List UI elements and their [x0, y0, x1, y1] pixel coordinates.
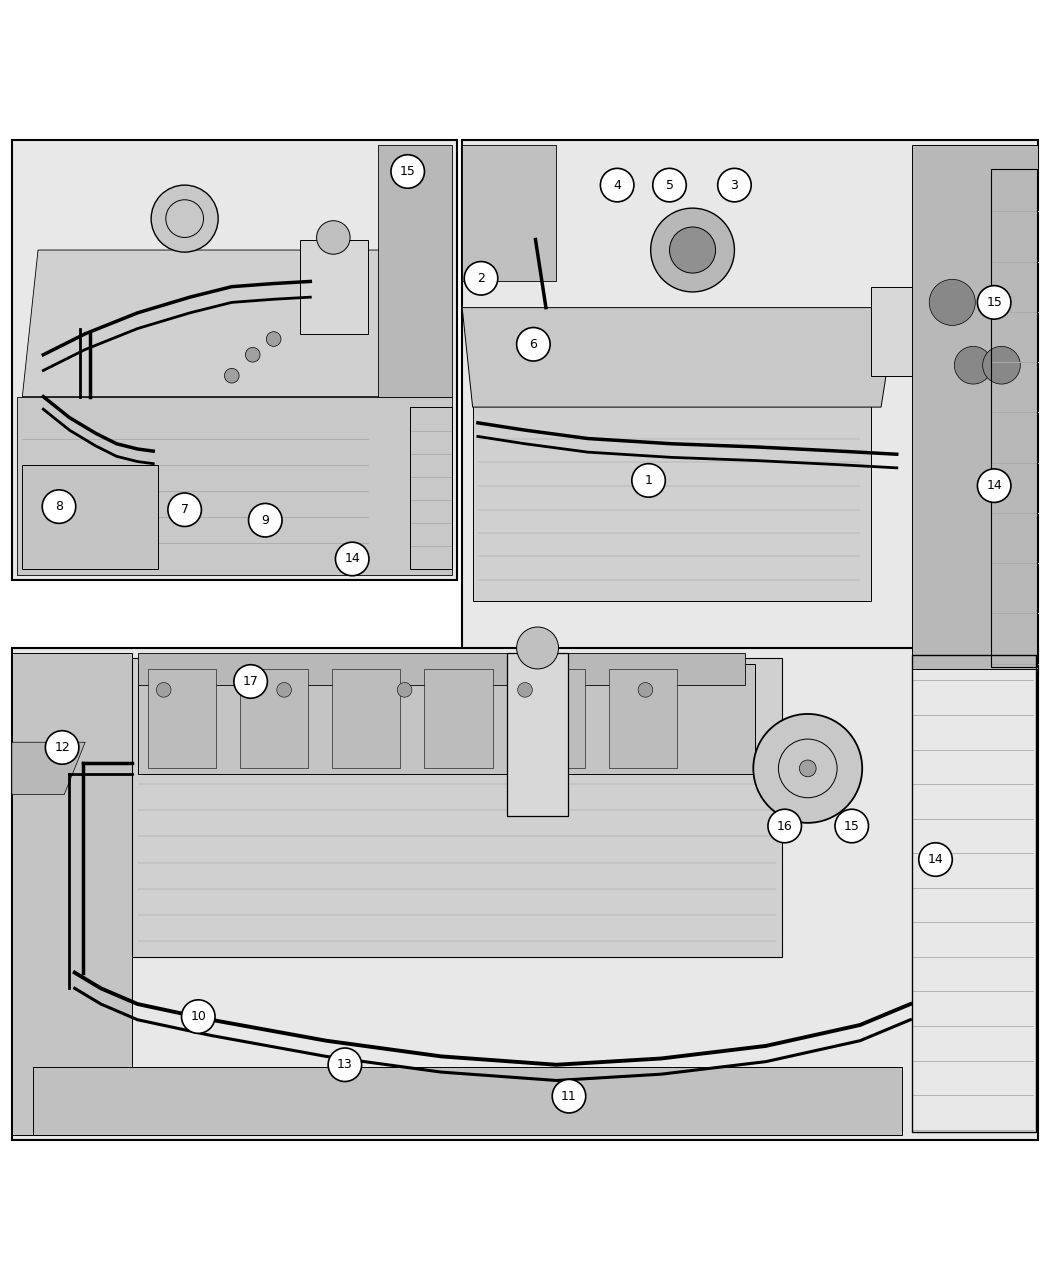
Bar	[300, 240, 367, 334]
Circle shape	[978, 286, 1011, 319]
Text: 16: 16	[777, 820, 793, 833]
Text: 9: 9	[261, 514, 269, 527]
Text: 15: 15	[844, 820, 860, 833]
Polygon shape	[17, 397, 452, 575]
Bar	[148, 669, 216, 769]
Bar	[424, 669, 492, 769]
Bar	[462, 140, 1038, 674]
Circle shape	[919, 843, 952, 876]
Text: 4: 4	[613, 179, 622, 191]
Bar	[462, 145, 556, 282]
Circle shape	[335, 542, 369, 576]
Circle shape	[234, 664, 268, 699]
Text: 14: 14	[927, 853, 943, 866]
Circle shape	[249, 504, 282, 537]
Circle shape	[517, 328, 550, 361]
Circle shape	[168, 493, 202, 527]
Circle shape	[156, 682, 171, 697]
Bar	[517, 669, 585, 769]
Circle shape	[768, 810, 801, 843]
Bar	[240, 669, 309, 769]
Circle shape	[517, 627, 559, 669]
Circle shape	[653, 168, 687, 201]
Circle shape	[45, 731, 79, 764]
Bar	[472, 307, 870, 601]
Bar	[912, 655, 1036, 1132]
Circle shape	[651, 208, 734, 292]
Text: 10: 10	[190, 1010, 206, 1023]
Bar	[870, 287, 912, 376]
Circle shape	[464, 261, 498, 295]
Text: 7: 7	[181, 504, 189, 516]
Bar	[12, 648, 1038, 1140]
Bar	[912, 145, 1038, 669]
Text: 15: 15	[986, 296, 1002, 309]
Text: 1: 1	[645, 474, 652, 487]
Circle shape	[391, 154, 424, 189]
Polygon shape	[22, 250, 436, 397]
Bar	[507, 653, 568, 816]
Circle shape	[929, 279, 975, 325]
Text: 3: 3	[731, 179, 738, 191]
Circle shape	[182, 1000, 215, 1033]
Circle shape	[246, 347, 260, 362]
Circle shape	[670, 227, 716, 273]
Text: 2: 2	[477, 272, 485, 284]
Circle shape	[267, 332, 281, 347]
Text: 11: 11	[561, 1090, 576, 1103]
Text: 15: 15	[400, 164, 416, 178]
Text: 14: 14	[986, 479, 1002, 492]
Bar	[12, 653, 132, 1135]
Circle shape	[42, 490, 76, 523]
Bar	[132, 658, 781, 958]
Bar	[378, 145, 452, 397]
Text: 6: 6	[529, 338, 538, 351]
Bar	[138, 664, 755, 774]
Circle shape	[978, 469, 1011, 502]
Circle shape	[632, 464, 666, 497]
Bar	[22, 464, 159, 570]
Bar	[609, 669, 677, 769]
Circle shape	[983, 347, 1021, 384]
Bar	[33, 1067, 902, 1135]
Circle shape	[799, 760, 816, 776]
Bar	[12, 140, 457, 580]
Circle shape	[151, 185, 218, 252]
Circle shape	[753, 714, 862, 822]
Circle shape	[954, 347, 992, 384]
Text: 13: 13	[337, 1058, 353, 1071]
Polygon shape	[12, 742, 85, 794]
Circle shape	[328, 1048, 361, 1081]
Polygon shape	[462, 307, 897, 407]
Text: 17: 17	[243, 674, 258, 688]
Circle shape	[552, 1080, 586, 1113]
Circle shape	[277, 682, 292, 697]
Bar	[991, 170, 1037, 667]
Circle shape	[397, 682, 412, 697]
Bar	[410, 407, 452, 570]
Circle shape	[638, 682, 653, 697]
Bar	[332, 669, 400, 769]
Circle shape	[718, 168, 751, 201]
Text: 14: 14	[344, 552, 360, 565]
Bar	[138, 653, 744, 685]
Text: 8: 8	[55, 500, 63, 513]
Circle shape	[601, 168, 634, 201]
Circle shape	[317, 221, 350, 254]
Text: 5: 5	[666, 179, 673, 191]
Text: 12: 12	[55, 741, 70, 754]
Circle shape	[225, 368, 239, 382]
Circle shape	[518, 682, 532, 697]
Circle shape	[835, 810, 868, 843]
